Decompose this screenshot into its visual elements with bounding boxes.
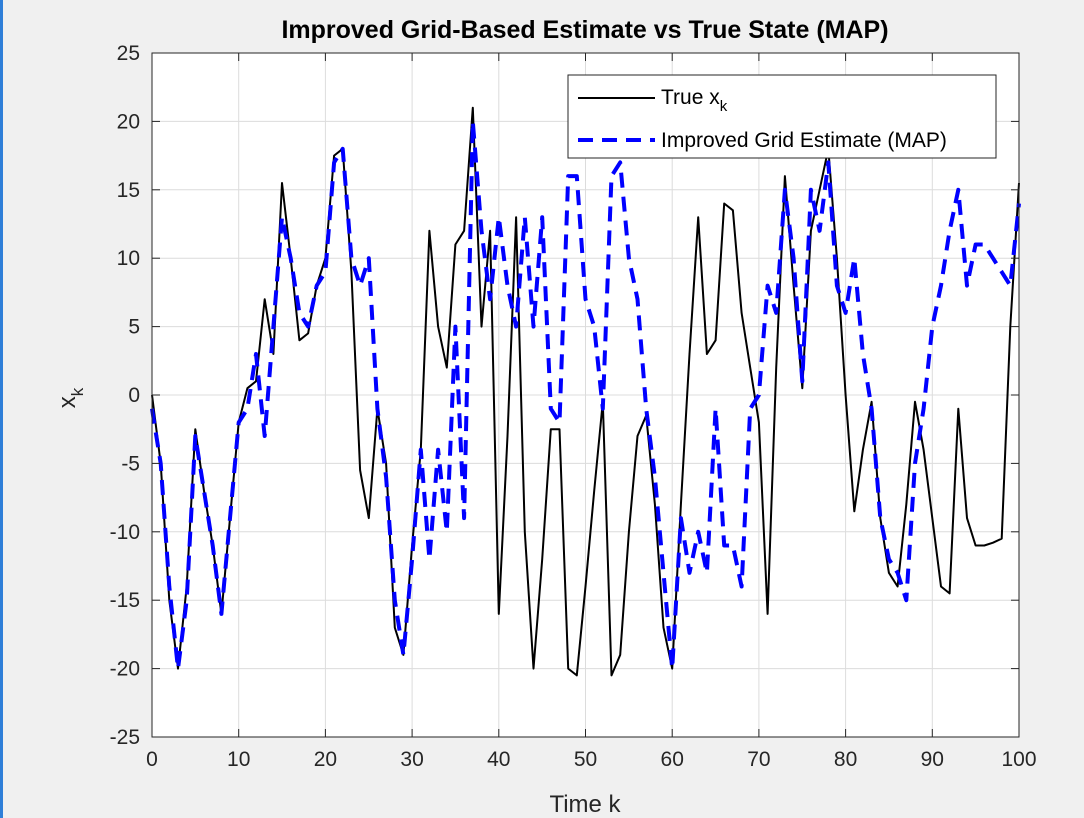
- x-tick-label: 50: [574, 748, 597, 771]
- x-tick-label: 70: [747, 748, 770, 771]
- chart[interactable]: 0 10 20 30 40 50 60 70 80 90 100 -25 -20 -15 -10 -5 0 5 10…: [3, 0, 1084, 818]
- x-tick-label: 0: [146, 748, 158, 771]
- y-tick-label: 15: [117, 179, 140, 202]
- y-tick-label: 0: [128, 384, 140, 407]
- x-axis-label: Time k: [549, 791, 621, 818]
- legend[interactable]: True xk Improved Grid Estimate (MAP): [567, 74, 997, 159]
- y-axis-label-base: x: [54, 396, 81, 408]
- y-tick-label: -5: [121, 452, 140, 475]
- legend-label-true-base: True x: [661, 86, 720, 109]
- x-tick-label: 60: [661, 748, 684, 771]
- y-tick-label: 25: [117, 42, 140, 65]
- legend-label-true-sub: k: [720, 98, 728, 115]
- y-axis-label-sub: k: [68, 387, 87, 396]
- y-tick-label: -25: [110, 726, 140, 749]
- series-layer: [150, 106, 1021, 677]
- y-tick-label: 5: [128, 316, 140, 339]
- y-tick-label: -15: [110, 589, 140, 612]
- x-tick-label: 20: [314, 748, 337, 771]
- legend-label-true: True xk: [661, 86, 728, 115]
- x-tick-label: 80: [834, 748, 857, 771]
- y-axis-label: xk: [54, 387, 87, 408]
- legend-box: [567, 74, 997, 159]
- ticks: 0 10 20 30 40 50 60 70 80 90 100 -25 -20 -15 -10 -5 0 5 10…: [110, 42, 1037, 771]
- y-tick-label: 10: [117, 247, 140, 270]
- x-tick-label: 40: [487, 748, 510, 771]
- x-tick-label: 100: [1001, 748, 1036, 771]
- y-tick-label: -10: [110, 521, 140, 544]
- x-tick-label: 90: [921, 748, 944, 771]
- y-tick-label: -20: [110, 658, 140, 681]
- series-line-estimate[interactable]: [150, 119, 1021, 671]
- x-tick-label: 30: [400, 748, 423, 771]
- x-tick-label: 10: [227, 748, 250, 771]
- legend-label-estimate: Improved Grid Estimate (MAP): [661, 129, 947, 152]
- chart-title: Improved Grid-Based Estimate vs True Sta…: [281, 16, 888, 44]
- y-tick-label: 20: [117, 110, 140, 133]
